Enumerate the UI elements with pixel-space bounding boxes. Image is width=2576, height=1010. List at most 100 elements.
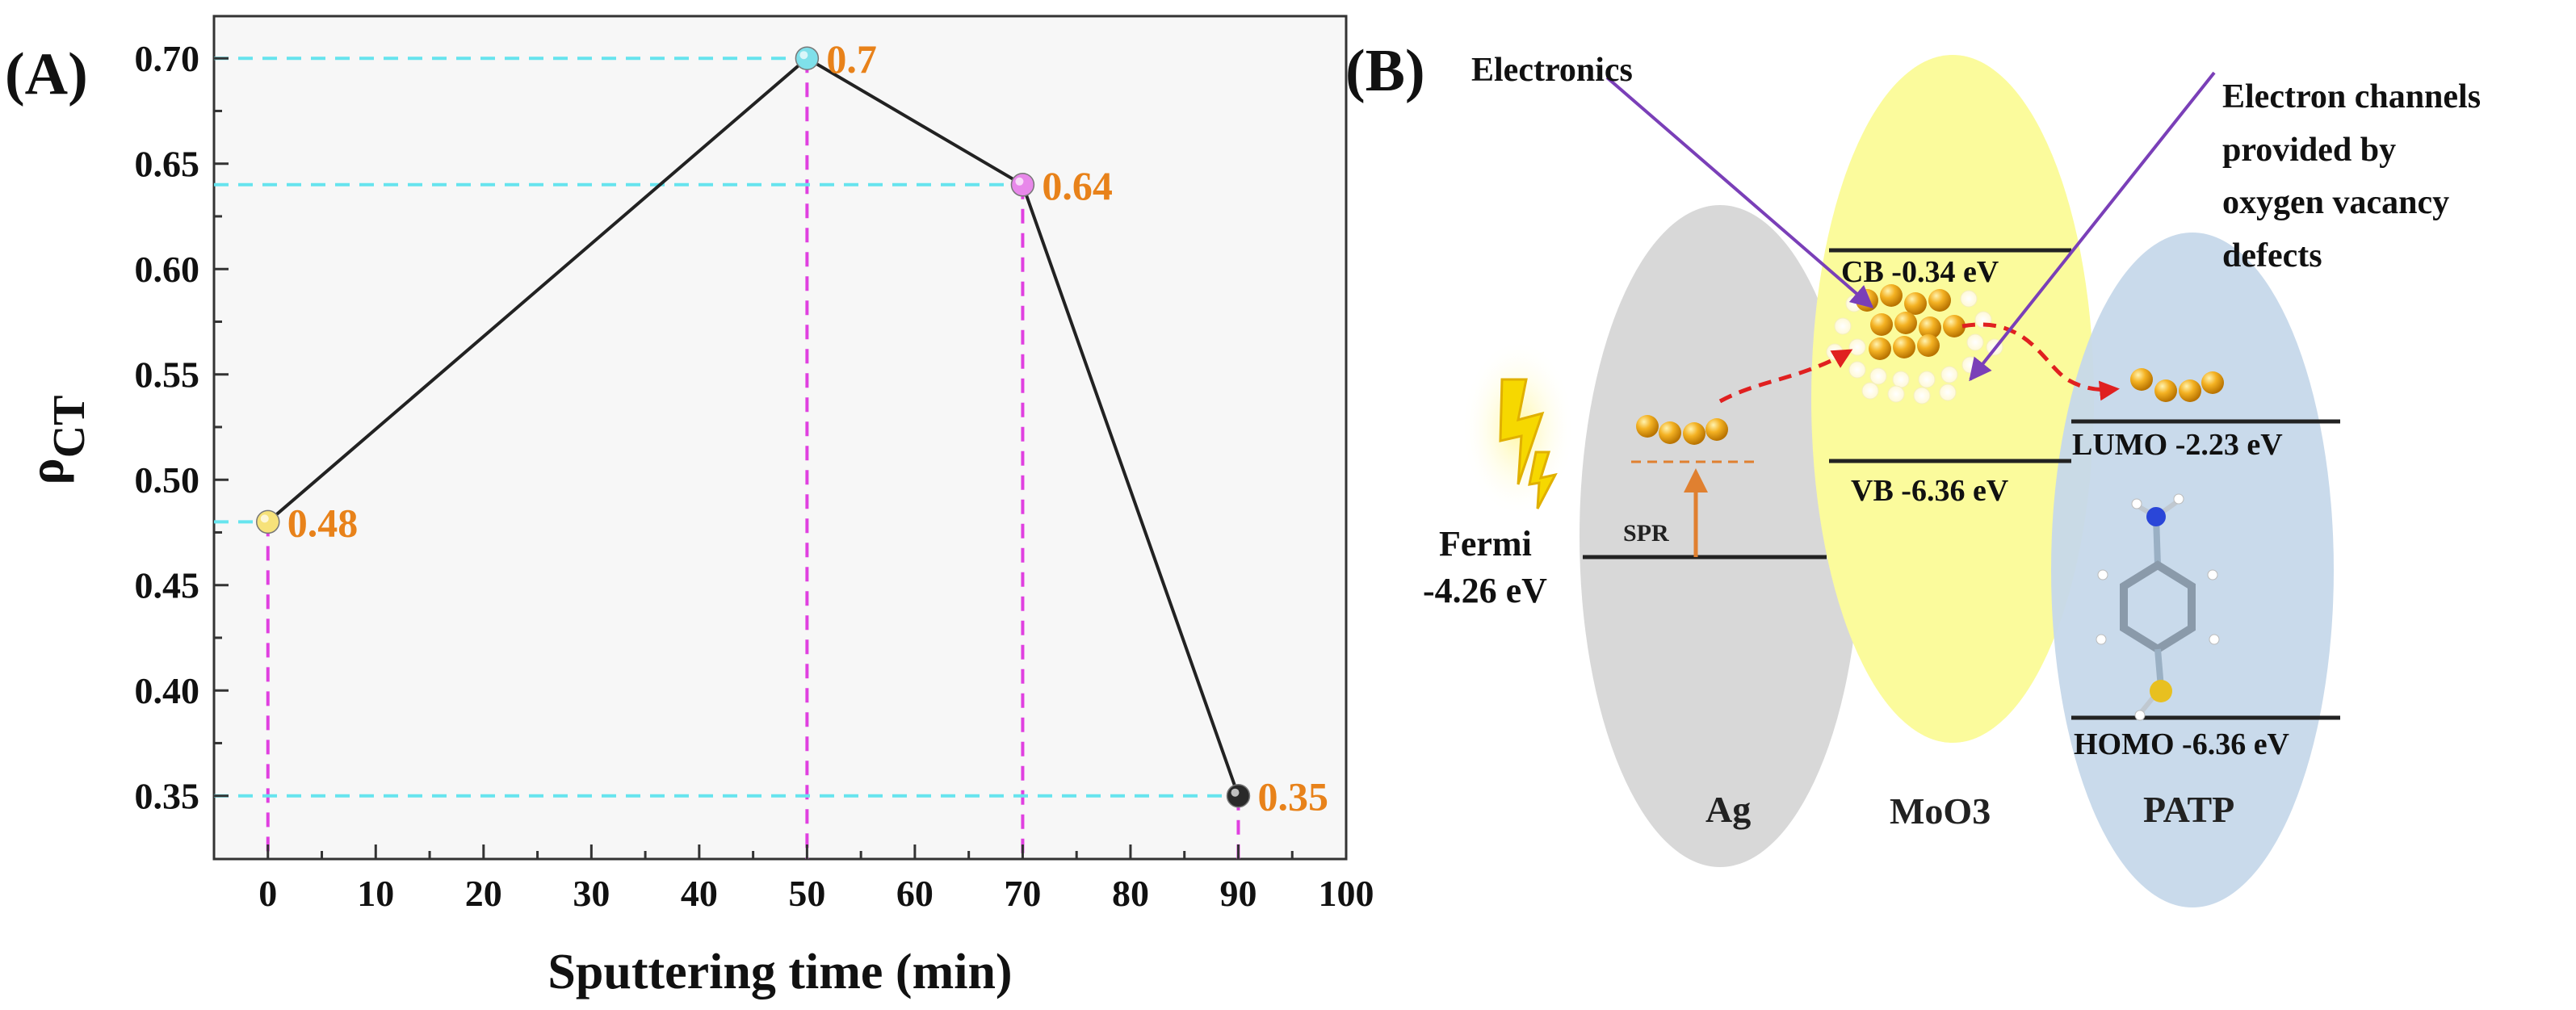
electron-particle bbox=[1659, 421, 1681, 444]
x-tick-label: 100 bbox=[1319, 873, 1374, 914]
x-axis-ticks: 0 10 20 30 40 50 60 70 80 90 100 bbox=[212, 844, 1374, 914]
fermi-label: Fermi -4.26 eV bbox=[1423, 524, 1547, 610]
data-value-label: 0.7 bbox=[826, 36, 877, 82]
oxygen-vacancy-dot bbox=[1940, 366, 1958, 383]
electron-particle bbox=[2201, 371, 2224, 394]
oxygen-vacancy-dot bbox=[1869, 367, 1887, 385]
y-axis-label-rho: ρ bbox=[19, 458, 74, 484]
patp-ellipse bbox=[2051, 233, 2334, 907]
panel-b-label: (B) bbox=[1345, 38, 1425, 104]
electron-particles bbox=[1636, 284, 2224, 445]
electron-particle bbox=[1880, 284, 1903, 307]
oxygen-vacancy-dot bbox=[1939, 383, 1957, 401]
electron-transfer-arrow-moo3-to-patp bbox=[1961, 322, 2120, 401]
data-point-marker bbox=[1010, 173, 1035, 197]
electron-particle bbox=[1893, 336, 1915, 358]
lumo-label: LUMO -2.23 eV bbox=[2072, 428, 2283, 462]
oxygen-vacancy-dot bbox=[1887, 385, 1905, 403]
data-value-label: 0.48 bbox=[287, 500, 359, 545]
vb-label: VB -6.36 eV bbox=[1851, 474, 2009, 508]
electron-particle bbox=[1705, 418, 1728, 441]
electron-particle bbox=[1856, 289, 1878, 312]
data-markers bbox=[256, 46, 1251, 808]
lightning-icon bbox=[1462, 339, 1575, 517]
data-value-label: 0.64 bbox=[1042, 163, 1113, 208]
ag-ellipse bbox=[1580, 205, 1861, 867]
y-axis-label-subscript: CT bbox=[44, 396, 94, 459]
data-labels: 0.48 0.7 0.64 0.35 bbox=[287, 36, 1328, 819]
patp-label: PATP bbox=[2143, 789, 2234, 830]
oxygen-vacancy-dot bbox=[1834, 317, 1852, 335]
electron-particle bbox=[1869, 337, 1891, 360]
y-tick-label: 0.40 bbox=[135, 670, 200, 711]
x-tick-label: 10 bbox=[357, 873, 394, 914]
electronics-label: Electronics bbox=[1471, 52, 1633, 89]
data-point-marker bbox=[795, 46, 820, 70]
channels-label-line-3: oxygen vacancy bbox=[2222, 184, 2449, 221]
panel-a-label: (A) bbox=[5, 41, 88, 107]
oxygen-vacancy-dot bbox=[1861, 382, 1879, 400]
channels-label-line-2: provided by bbox=[2222, 132, 2396, 169]
oxygen-vacancy-dot bbox=[1892, 371, 1910, 388]
channels-pointer-arrow bbox=[1969, 71, 2216, 382]
electron-particle bbox=[2130, 368, 2153, 391]
y-tick-label: 0.50 bbox=[135, 459, 200, 501]
fermi-label-line-1: Fermi bbox=[1439, 524, 1532, 564]
channels-label-line-4: defects bbox=[2222, 237, 2322, 275]
electron-particle bbox=[1928, 289, 1951, 312]
ag-label: Ag bbox=[1705, 789, 1751, 830]
data-series-line bbox=[266, 56, 1240, 797]
oxygen-vacancy-dot bbox=[1966, 333, 1984, 351]
plot-area bbox=[212, 15, 1348, 861]
electron-transfer-arrow-ag-to-moo3 bbox=[1718, 349, 1853, 404]
patp-molecule-icon bbox=[2096, 493, 2220, 721]
y-axis-label: ρCT bbox=[19, 396, 94, 485]
oxygen-vacancy-dot bbox=[1918, 371, 1936, 388]
y-tick-label: 0.70 bbox=[135, 38, 200, 79]
x-tick-label: 80 bbox=[1112, 873, 1149, 914]
channels-label-line-1: Electron channels bbox=[2222, 78, 2481, 115]
electron-particle bbox=[1917, 334, 1940, 357]
x-tick-label: 90 bbox=[1219, 873, 1257, 914]
oxygen-vacancy-dot bbox=[1848, 361, 1866, 379]
oxygen-vacancy-dot bbox=[1913, 387, 1931, 404]
electron-particle bbox=[1943, 315, 1966, 337]
electron-particle bbox=[1894, 312, 1917, 334]
marker-highlight bbox=[799, 51, 808, 60]
spr-label: SPR bbox=[1623, 520, 1669, 547]
electron-particle bbox=[1683, 422, 1705, 445]
x-axis-label: Sputtering time (min) bbox=[548, 945, 1012, 1000]
channels-label: Electron channels provided by oxygen vac… bbox=[2222, 78, 2490, 275]
y-tick-label: 0.55 bbox=[135, 354, 200, 396]
electronics-pointer-arrow bbox=[1605, 76, 1874, 308]
x-tick-label: 40 bbox=[681, 873, 718, 914]
x-tick-label: 30 bbox=[573, 873, 610, 914]
y-tick-label: 0.65 bbox=[135, 144, 200, 185]
moo3-label: MoO3 bbox=[1890, 790, 1991, 832]
cb-label: CB -0.34 eV bbox=[1841, 255, 1999, 289]
marker-highlight bbox=[1231, 788, 1240, 797]
fermi-label-line-2: -4.26 eV bbox=[1423, 571, 1547, 610]
electron-particle bbox=[2154, 379, 2177, 402]
y-tick-label: 0.60 bbox=[135, 249, 200, 290]
marker-highlight bbox=[1015, 177, 1024, 186]
electron-particle bbox=[1636, 415, 1659, 438]
homo-label: HOMO -6.36 eV bbox=[2074, 727, 2290, 761]
electron-particle bbox=[1870, 313, 1893, 336]
x-tick-label: 20 bbox=[465, 873, 502, 914]
y-tick-label: 0.45 bbox=[135, 565, 200, 606]
electron-particle bbox=[1904, 292, 1927, 315]
data-point-marker bbox=[1226, 783, 1251, 808]
electron-particle bbox=[2179, 379, 2201, 402]
marker-highlight bbox=[260, 514, 269, 523]
x-tick-label: 70 bbox=[1004, 873, 1041, 914]
x-tick-label: 0 bbox=[258, 873, 277, 914]
electron-particle bbox=[1919, 316, 1941, 339]
oxygen-vacancy-dot bbox=[1960, 290, 1978, 308]
y-axis-ticks: 0.35 0.40 0.45 0.50 0.55 0.60 0.65 0.70 bbox=[135, 38, 229, 817]
svg-text:ρCT: ρCT bbox=[19, 396, 94, 485]
x-tick-label: 60 bbox=[896, 873, 933, 914]
y-tick-label: 0.35 bbox=[135, 776, 200, 817]
data-value-label: 0.35 bbox=[1257, 774, 1328, 819]
